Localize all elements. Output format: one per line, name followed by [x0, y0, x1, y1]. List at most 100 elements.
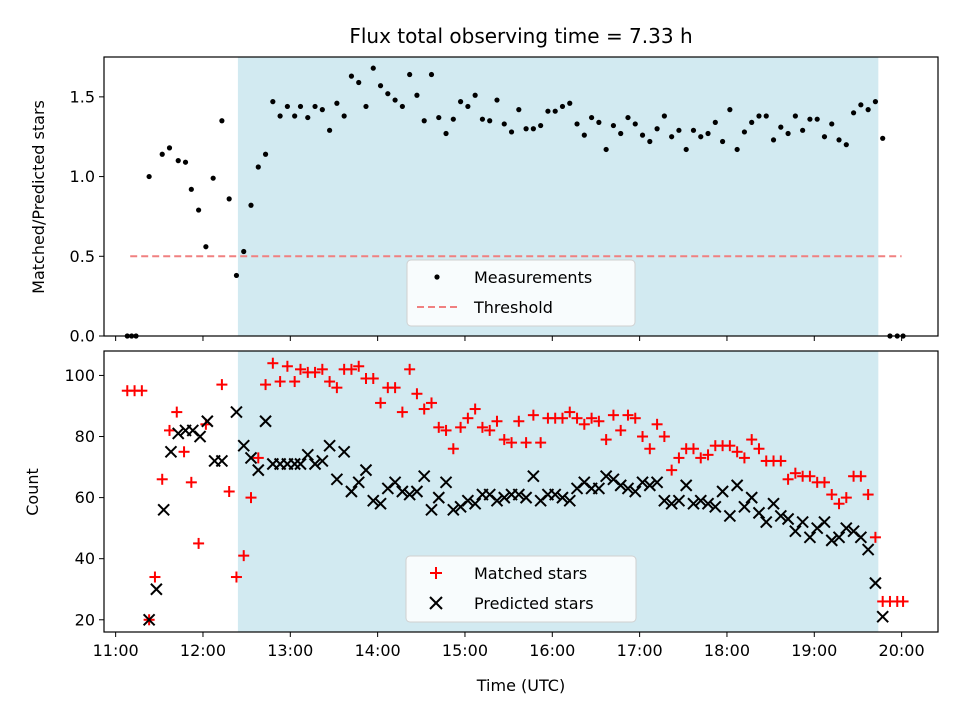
measurement-point — [501, 121, 507, 127]
predicted-star-point — [512, 488, 526, 501]
matched-star-point — [440, 424, 452, 436]
measurement-point — [530, 126, 536, 132]
measurement-point — [166, 145, 173, 151]
legend-predicted-marker — [429, 596, 443, 610]
measurement-point — [407, 71, 413, 78]
matched-star-point — [245, 492, 257, 504]
panel-bottom-x-ticks: 11:00 12:00 13:00 14:00 15:00 16:00 17:00 18:00… — [93, 632, 925, 660]
x-tick-label: 18:00 — [704, 641, 750, 660]
predicted-star-point — [345, 485, 358, 498]
matched-star-point — [345, 363, 357, 375]
matched-star-point — [178, 446, 190, 458]
matched-star-point — [527, 409, 539, 421]
x-tick-label: 11:00 — [93, 641, 139, 660]
matched-star-point — [556, 412, 568, 424]
measurement-point — [734, 146, 740, 153]
y-tick-label: 60 — [75, 488, 95, 507]
measurement-point — [632, 121, 638, 127]
matched-star-point — [289, 376, 301, 388]
measurement-point — [625, 114, 631, 121]
matched-star-point — [520, 437, 532, 449]
predicted-star-point — [621, 482, 635, 495]
predicted-star-point — [774, 509, 788, 523]
matched-star-point — [782, 473, 794, 485]
matched-star-point — [498, 434, 510, 446]
matched-star-point — [418, 403, 430, 415]
predicted-star-point — [861, 543, 875, 556]
matched-star-point — [666, 464, 678, 476]
y-tick-label: 40 — [75, 549, 95, 568]
x-tick-label: 16:00 — [529, 641, 575, 660]
predicted-star-point — [760, 515, 773, 529]
matched-star-point — [230, 571, 242, 583]
measurement-point — [292, 113, 298, 119]
measurement-point — [770, 137, 777, 143]
measurement-point — [377, 83, 384, 89]
measurement-point — [219, 118, 225, 124]
matched-star-point — [571, 412, 583, 424]
measurement-point — [610, 122, 617, 129]
measurement-point — [508, 129, 515, 135]
matched-star-point — [775, 455, 787, 467]
predicted-star-point — [172, 427, 185, 440]
measurement-point — [334, 100, 340, 106]
predicted-star-point — [789, 524, 802, 538]
measurement-point — [443, 130, 449, 137]
matched-star-point — [389, 382, 401, 394]
measurement-point — [683, 146, 689, 153]
predicted-star-point — [854, 531, 868, 544]
measurement-point — [348, 73, 355, 79]
predicted-star-point — [164, 445, 178, 459]
x-tick-label: 19:00 — [791, 641, 837, 660]
measurement-point — [778, 124, 784, 130]
measurement-point — [741, 129, 748, 135]
predicted-star-point — [519, 491, 533, 504]
matched-star-point — [136, 385, 148, 397]
matched-star-point — [491, 415, 503, 427]
y-tick-label: 1.0 — [70, 167, 95, 186]
matched-star-point — [564, 406, 576, 418]
matched-star-point — [615, 424, 627, 436]
matched-star-point — [673, 452, 685, 464]
x-axis-label: Time (UTC) — [476, 676, 565, 695]
measurement-point — [588, 114, 595, 121]
measurement-point — [567, 100, 573, 106]
predicted-star-point — [592, 482, 606, 495]
predicted-star-point — [840, 521, 853, 535]
measurement-point — [327, 127, 333, 133]
measurement-point — [538, 122, 544, 129]
measurement-point — [472, 92, 478, 98]
matched-star-point — [535, 437, 547, 449]
predicted-star-point — [709, 500, 722, 513]
predicted-star-point — [439, 476, 453, 489]
measurement-point — [210, 175, 216, 181]
predicted-star-point — [461, 494, 475, 507]
predicted-star-point — [701, 497, 715, 510]
predicted-star-point — [781, 512, 795, 526]
predicted-star-point — [767, 497, 780, 510]
measurement-point — [654, 126, 660, 132]
matched-star-point — [513, 415, 525, 427]
predicted-star-point — [730, 479, 744, 492]
legend-top-box — [406, 259, 636, 327]
predicted-star-point — [556, 491, 569, 504]
predicted-star-point — [658, 494, 671, 507]
x-tick-label: 14:00 — [355, 641, 401, 660]
legend-bottom: Matched stars Predicted stars — [405, 555, 637, 623]
matched-star-point — [163, 424, 175, 436]
measurement-point — [792, 113, 798, 119]
x-tick-label: 15:00 — [442, 641, 488, 660]
matched-star-point — [695, 452, 707, 464]
matched-star-point — [586, 412, 598, 424]
matched-star-point — [869, 531, 881, 543]
measurement-point — [255, 164, 261, 170]
matched-star-point — [637, 431, 649, 443]
matched-star-point — [658, 431, 670, 443]
legend-matched-marker — [430, 567, 442, 579]
measurement-point — [669, 134, 675, 140]
measurement-point — [574, 121, 580, 127]
predicted-star-point — [193, 430, 207, 443]
predicted-star-point — [294, 457, 307, 471]
measurement-point — [552, 108, 558, 114]
